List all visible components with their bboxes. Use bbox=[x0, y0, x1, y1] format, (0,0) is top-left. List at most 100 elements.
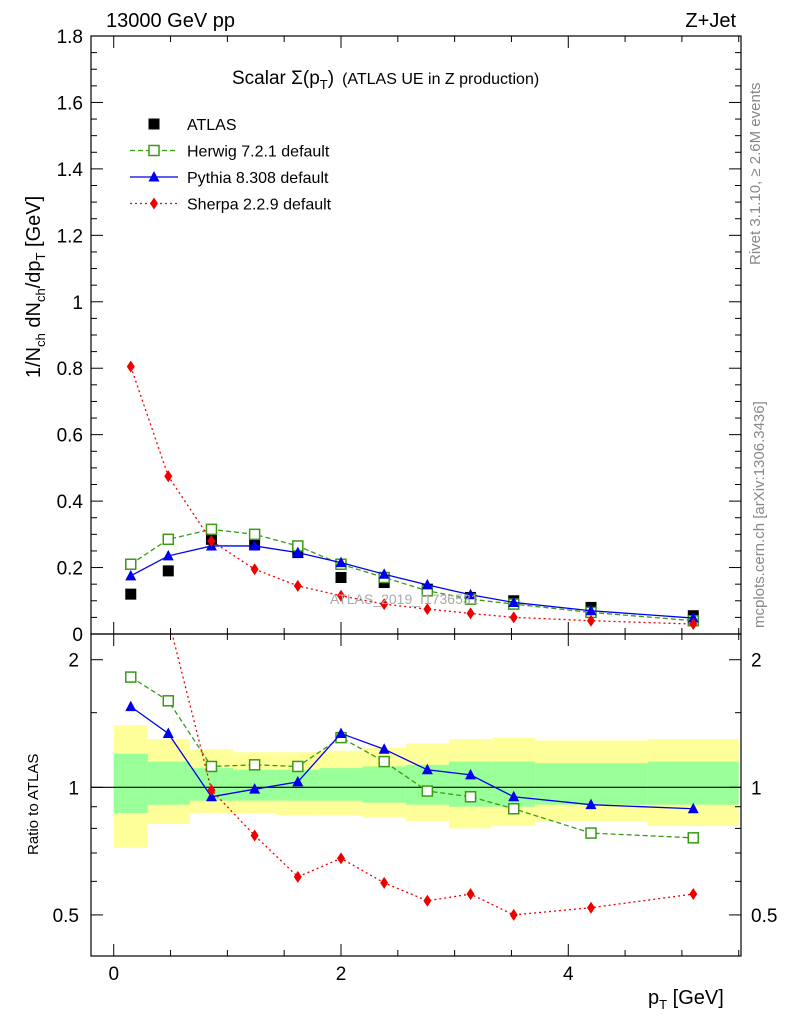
pythia-ratio-point bbox=[335, 727, 347, 738]
ratio-y-tick-label-right: 2 bbox=[751, 651, 762, 672]
legend-atlas-marker bbox=[148, 118, 160, 130]
legend-atlas-label: ATLAS bbox=[187, 117, 237, 134]
mcplots-label: mcplots.cern.ch [arXiv:1306.3436] bbox=[751, 401, 768, 628]
sherpa-ratio-point bbox=[380, 876, 389, 889]
herwig-ratio-point bbox=[585, 827, 597, 839]
pythia-ratio-point bbox=[421, 763, 433, 775]
axes: 0 0.2 0.4 0.6 0.8 1 1.2 1.4 1.6 1.8 0 2 4 0.5 0.5 1 1 2 2 bbox=[53, 27, 778, 985]
main-y-tick-label: 0.4 bbox=[57, 492, 84, 513]
pythia-point bbox=[465, 588, 477, 600]
pythia-point bbox=[421, 578, 433, 590]
sherpa-point bbox=[509, 611, 518, 624]
pythia-point bbox=[585, 604, 597, 616]
main-y-tick-label: 0.6 bbox=[57, 426, 83, 447]
sherpa-ratio-point bbox=[509, 908, 518, 921]
herwig-ratio-point bbox=[687, 832, 700, 844]
ratio-y-tick-label: 1 bbox=[68, 778, 79, 799]
pythia-point bbox=[292, 546, 304, 558]
pythia-point bbox=[687, 612, 699, 623]
pythia-line bbox=[130, 545, 694, 619]
sherpa-point bbox=[380, 598, 389, 611]
atlas-point bbox=[335, 572, 347, 584]
x-tick-label: 4 bbox=[563, 964, 574, 985]
uncertainty-band-inner bbox=[647, 761, 739, 805]
herwig-ratio-point bbox=[378, 755, 390, 768]
uncertainty-band-inner bbox=[319, 768, 363, 801]
sherpa-ratio-point bbox=[293, 870, 302, 883]
legend-sherpa-marker bbox=[150, 197, 158, 210]
header-right: Z+Jet bbox=[685, 10, 736, 32]
sherpa-point bbox=[126, 360, 135, 373]
pythia-ratio-point bbox=[687, 802, 699, 814]
main-y-tick-label: 1.6 bbox=[57, 93, 83, 114]
pythia-ratio-point bbox=[292, 775, 304, 787]
sherpa-line bbox=[130, 366, 694, 625]
legend-herwig-marker bbox=[148, 144, 160, 157]
uncertainty-band-inner bbox=[362, 766, 406, 803]
pythia-point bbox=[125, 569, 137, 581]
x-tick-label: 2 bbox=[336, 964, 347, 985]
rivet-label: Rivet 3.1.10, ≥ 2.6M events bbox=[747, 83, 764, 266]
herwig-point bbox=[248, 528, 261, 541]
x-tick-label: 0 bbox=[108, 964, 119, 985]
pythia-ratio-line bbox=[130, 706, 694, 810]
sherpa-point bbox=[337, 589, 345, 602]
pythia-ratio-point bbox=[249, 783, 261, 794]
ratio-y-axis-label: Ratio to ATLAS bbox=[25, 754, 42, 855]
legend-pythia-marker bbox=[148, 171, 160, 182]
main-y-tick-label: 1 bbox=[72, 293, 83, 314]
sherpa-ratio-point bbox=[689, 888, 698, 901]
ratio-frame bbox=[90, 633, 742, 957]
x-axis-label: pT [GeV] bbox=[648, 987, 724, 1012]
sherpa-point bbox=[423, 603, 432, 616]
main-y-tick-label: 1.8 bbox=[57, 27, 83, 48]
ratio-plot-area bbox=[91, 634, 741, 921]
sherpa-point bbox=[207, 534, 216, 547]
herwig-point bbox=[205, 523, 218, 536]
legend-pythia-label: Pythia 8.308 default bbox=[187, 170, 329, 187]
sherpa-ratio-point bbox=[423, 894, 432, 907]
ratio-y-tick-label: 0.5 bbox=[53, 906, 79, 927]
pythia-point bbox=[378, 568, 390, 579]
atlas-point bbox=[162, 565, 174, 577]
ratio-y-tick-label-right: 0.5 bbox=[751, 906, 777, 927]
herwig-ratio-point bbox=[421, 785, 434, 797]
sherpa-point bbox=[587, 614, 595, 627]
watermark: ATLAS_2019_I1736531 bbox=[330, 591, 479, 607]
uncertainty-band-inner bbox=[147, 761, 190, 805]
herwig-ratio-point bbox=[292, 760, 304, 773]
sherpa-ratio-line bbox=[171, 634, 694, 916]
ratio-y-tick-label: 2 bbox=[68, 651, 79, 672]
pythia-point bbox=[335, 556, 347, 568]
main-y-tick-label: 0 bbox=[72, 625, 83, 646]
uncertainty-band-inner bbox=[113, 753, 148, 813]
pythia-ratio-point bbox=[465, 768, 477, 780]
sherpa-point bbox=[689, 618, 698, 631]
main-y-tick-label: 0.2 bbox=[57, 559, 83, 580]
herwig-ratio-point bbox=[125, 671, 137, 683]
uncertainty-band-inner bbox=[535, 763, 648, 805]
sherpa-point bbox=[466, 607, 475, 620]
herwig-ratio-line bbox=[130, 676, 694, 839]
sherpa-ratio-point bbox=[250, 829, 259, 842]
sherpa-ratio-point bbox=[207, 784, 216, 797]
pythia-ratio-point bbox=[125, 700, 137, 712]
pythia-ratio-point bbox=[585, 798, 597, 810]
pythia-point bbox=[249, 539, 261, 551]
main-y-tick-label: 1.4 bbox=[57, 160, 84, 181]
sherpa-ratio-point bbox=[466, 888, 475, 901]
sherpa-point bbox=[164, 470, 173, 483]
main-y-tick-label: 0.8 bbox=[57, 359, 83, 380]
legend: ATLAS Herwig 7.2.1 default Pythia 8.308 de… bbox=[130, 117, 332, 214]
legend-herwig-label: Herwig 7.2.1 default bbox=[187, 144, 330, 161]
main-plot-area bbox=[125, 360, 700, 631]
herwig-ratio-point bbox=[464, 791, 477, 803]
pythia-ratio-point bbox=[378, 743, 390, 754]
herwig-point bbox=[162, 533, 175, 546]
header-left: 13000 GeV pp bbox=[106, 10, 235, 32]
ratio-y-tick-label-right: 1 bbox=[751, 778, 762, 799]
herwig-ratio-point bbox=[248, 759, 261, 771]
pythia-point bbox=[508, 596, 520, 607]
pythia-point bbox=[162, 549, 174, 561]
